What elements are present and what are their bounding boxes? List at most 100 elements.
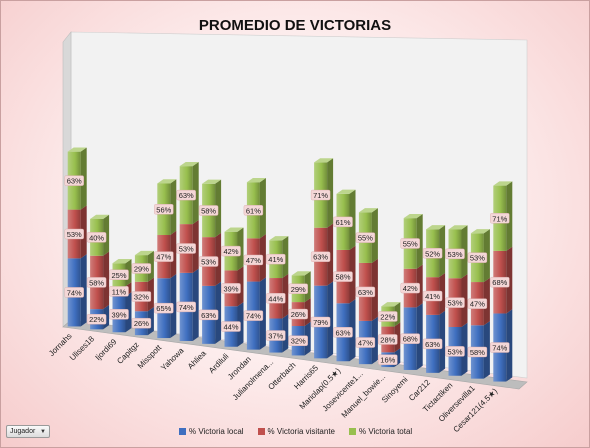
bar-segment: 74% bbox=[64, 254, 87, 327]
data-label: 53% bbox=[179, 244, 194, 253]
bar-segment: 52% bbox=[422, 225, 446, 278]
data-label: 63% bbox=[335, 328, 350, 337]
data-label: 26% bbox=[134, 319, 149, 328]
bar-segment: 74% bbox=[490, 309, 513, 382]
bar-top bbox=[202, 179, 222, 184]
bar-segment: 47% bbox=[243, 234, 266, 282]
bar-segment: 42% bbox=[400, 264, 423, 308]
category-label: Ahliea bbox=[186, 349, 208, 371]
data-label: 63% bbox=[313, 253, 328, 262]
data-label: 53% bbox=[201, 258, 216, 267]
data-label-box bbox=[467, 346, 488, 358]
legend-swatch bbox=[179, 427, 186, 435]
data-label: 47% bbox=[246, 256, 261, 265]
bar-segment: 63% bbox=[355, 258, 378, 321]
bar-top bbox=[426, 225, 446, 230]
jugador-filter-button[interactable]: Jugador ▼ bbox=[6, 425, 50, 438]
data-label: 52% bbox=[425, 249, 440, 258]
column-stack: 63% 58% 61% bbox=[333, 189, 356, 362]
data-label: 79% bbox=[313, 318, 328, 327]
bar-segment: 68% bbox=[490, 246, 513, 314]
data-label-box bbox=[266, 293, 286, 304]
bar-top bbox=[403, 213, 423, 219]
data-label: 25% bbox=[111, 271, 126, 280]
data-label-box bbox=[198, 205, 219, 216]
data-label: 16% bbox=[380, 356, 395, 365]
data-label: 32% bbox=[134, 293, 149, 302]
data-label: 58% bbox=[89, 278, 104, 287]
bar-segment: 44% bbox=[221, 302, 244, 347]
bar-top bbox=[67, 147, 87, 152]
column-stack: 74% 53% 63% bbox=[176, 161, 199, 341]
bar-segment: 58% bbox=[198, 179, 222, 238]
data-label-box bbox=[176, 189, 196, 201]
legend-swatch bbox=[257, 427, 265, 435]
data-label: 56% bbox=[156, 205, 171, 214]
bar-top bbox=[134, 250, 154, 256]
bar-segment: 61% bbox=[243, 178, 266, 239]
data-label-box bbox=[198, 309, 219, 321]
data-label-box bbox=[445, 346, 465, 357]
data-label: 37% bbox=[268, 332, 283, 341]
bar-top bbox=[470, 229, 490, 234]
column-stack: 22% 58% 40% bbox=[86, 214, 110, 330]
data-label: 39% bbox=[111, 310, 126, 319]
data-label-box bbox=[221, 245, 241, 257]
data-label-box bbox=[355, 232, 376, 243]
category-label: Cesar121(4.5★) bbox=[452, 386, 500, 434]
chart-title: PROMEDIO DE VICTORIAS bbox=[198, 17, 392, 34]
column-stack: 32% 26% 29% bbox=[288, 271, 311, 356]
bar-segment: 53% bbox=[176, 219, 199, 273]
bar-segment: 63% bbox=[176, 161, 199, 225]
data-label-box bbox=[310, 316, 331, 328]
data-label-box bbox=[176, 243, 196, 254]
bar-top bbox=[179, 161, 199, 167]
category-label: Yahowa bbox=[159, 346, 186, 373]
data-label: 28% bbox=[380, 335, 395, 344]
bar-segment: 71% bbox=[310, 158, 334, 228]
bar-top bbox=[291, 271, 311, 276]
bar-segment: 68% bbox=[400, 303, 423, 370]
data-label-box bbox=[64, 287, 84, 298]
data-label: 22% bbox=[89, 315, 104, 324]
data-label: 53% bbox=[447, 299, 462, 308]
data-label: 39% bbox=[223, 284, 238, 293]
bar-segment: 55% bbox=[400, 213, 423, 269]
data-label: 61% bbox=[246, 206, 261, 215]
bar-segment: 55% bbox=[355, 208, 378, 263]
data-label: 53% bbox=[447, 250, 462, 259]
bar-segment: 53% bbox=[445, 322, 468, 376]
data-label-box bbox=[266, 253, 286, 265]
data-label-box bbox=[109, 269, 129, 280]
data-label: 74% bbox=[67, 288, 82, 297]
data-label: 40% bbox=[89, 233, 104, 242]
data-label: 29% bbox=[134, 264, 149, 273]
data-label: 63% bbox=[179, 191, 194, 200]
bar-segment: 53% bbox=[467, 229, 490, 283]
bar-segment: 22% bbox=[378, 302, 401, 327]
data-label: 63% bbox=[201, 311, 216, 320]
bar-segment: 42% bbox=[221, 227, 244, 271]
data-label: 74% bbox=[179, 303, 194, 312]
bar-segment: 63% bbox=[310, 223, 334, 286]
data-label-box bbox=[445, 297, 465, 308]
data-label: 74% bbox=[492, 344, 507, 353]
bar-segment: 63% bbox=[422, 310, 446, 373]
data-label: 63% bbox=[358, 288, 373, 297]
bar-top bbox=[224, 227, 244, 232]
bar-segment: 56% bbox=[154, 179, 177, 236]
data-label-box bbox=[86, 232, 107, 243]
bar-segment: 32% bbox=[131, 277, 154, 312]
data-label-box bbox=[221, 321, 241, 332]
data-label-box bbox=[131, 291, 152, 302]
legend-label: % Victoria visitante bbox=[267, 426, 335, 436]
bar-segment: 53% bbox=[445, 225, 468, 279]
data-label-box bbox=[176, 301, 196, 313]
data-label-box bbox=[154, 302, 174, 314]
data-label-box bbox=[445, 248, 465, 260]
data-label: 42% bbox=[403, 284, 418, 293]
bar-segment: 39% bbox=[109, 292, 132, 333]
bar-segment: 26% bbox=[288, 297, 311, 327]
data-label-box bbox=[422, 338, 443, 350]
